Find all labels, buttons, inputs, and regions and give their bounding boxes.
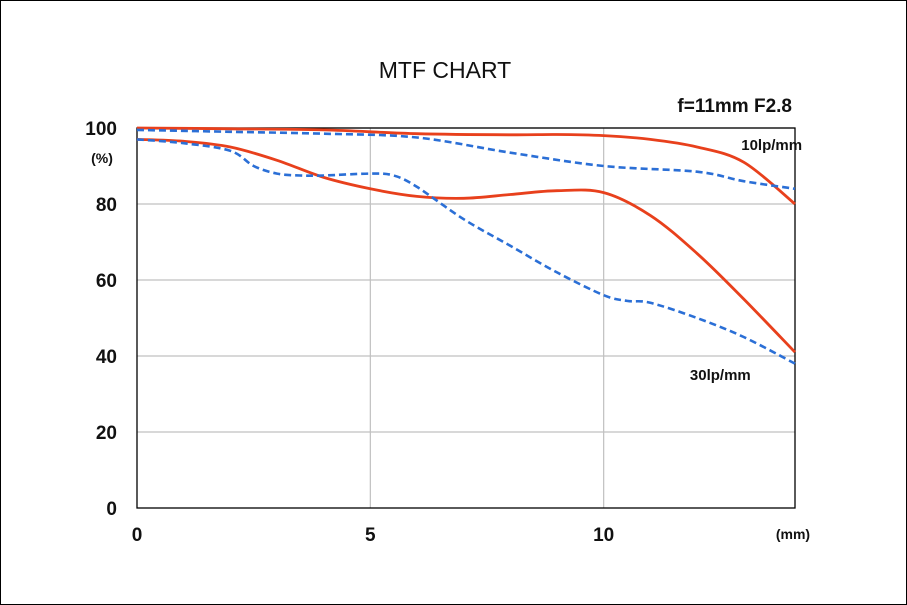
- series-annotation-2: 30lp/mm: [690, 367, 751, 384]
- solid-series-line-3: [136, 138, 797, 354]
- x-tick-label: 5: [365, 525, 376, 546]
- plot-area-border: [136, 127, 796, 509]
- chart-subtitle: f=11mm F2.8: [677, 96, 792, 117]
- y-tick-label: 40: [96, 347, 117, 368]
- dashed-series-line-2: [136, 128, 796, 191]
- y-tick-label: 60: [96, 271, 117, 292]
- series-annotation-1: 10lp/mm: [741, 137, 802, 154]
- y-axis-unit: (%): [91, 150, 113, 166]
- solid-series-line-1: [136, 126, 796, 206]
- x-tick-label: 10: [593, 525, 614, 546]
- y-tick-label: 80: [96, 195, 117, 216]
- x-tick-label: 0: [132, 525, 143, 546]
- y-tick-label: 20: [96, 423, 117, 444]
- chart-title: MTF CHART: [379, 57, 511, 83]
- y-tick-label: 100: [85, 119, 117, 140]
- dashed-series-line-4: [136, 138, 796, 365]
- x-axis-unit: (mm): [776, 526, 810, 542]
- y-tick-label: 0: [106, 499, 117, 520]
